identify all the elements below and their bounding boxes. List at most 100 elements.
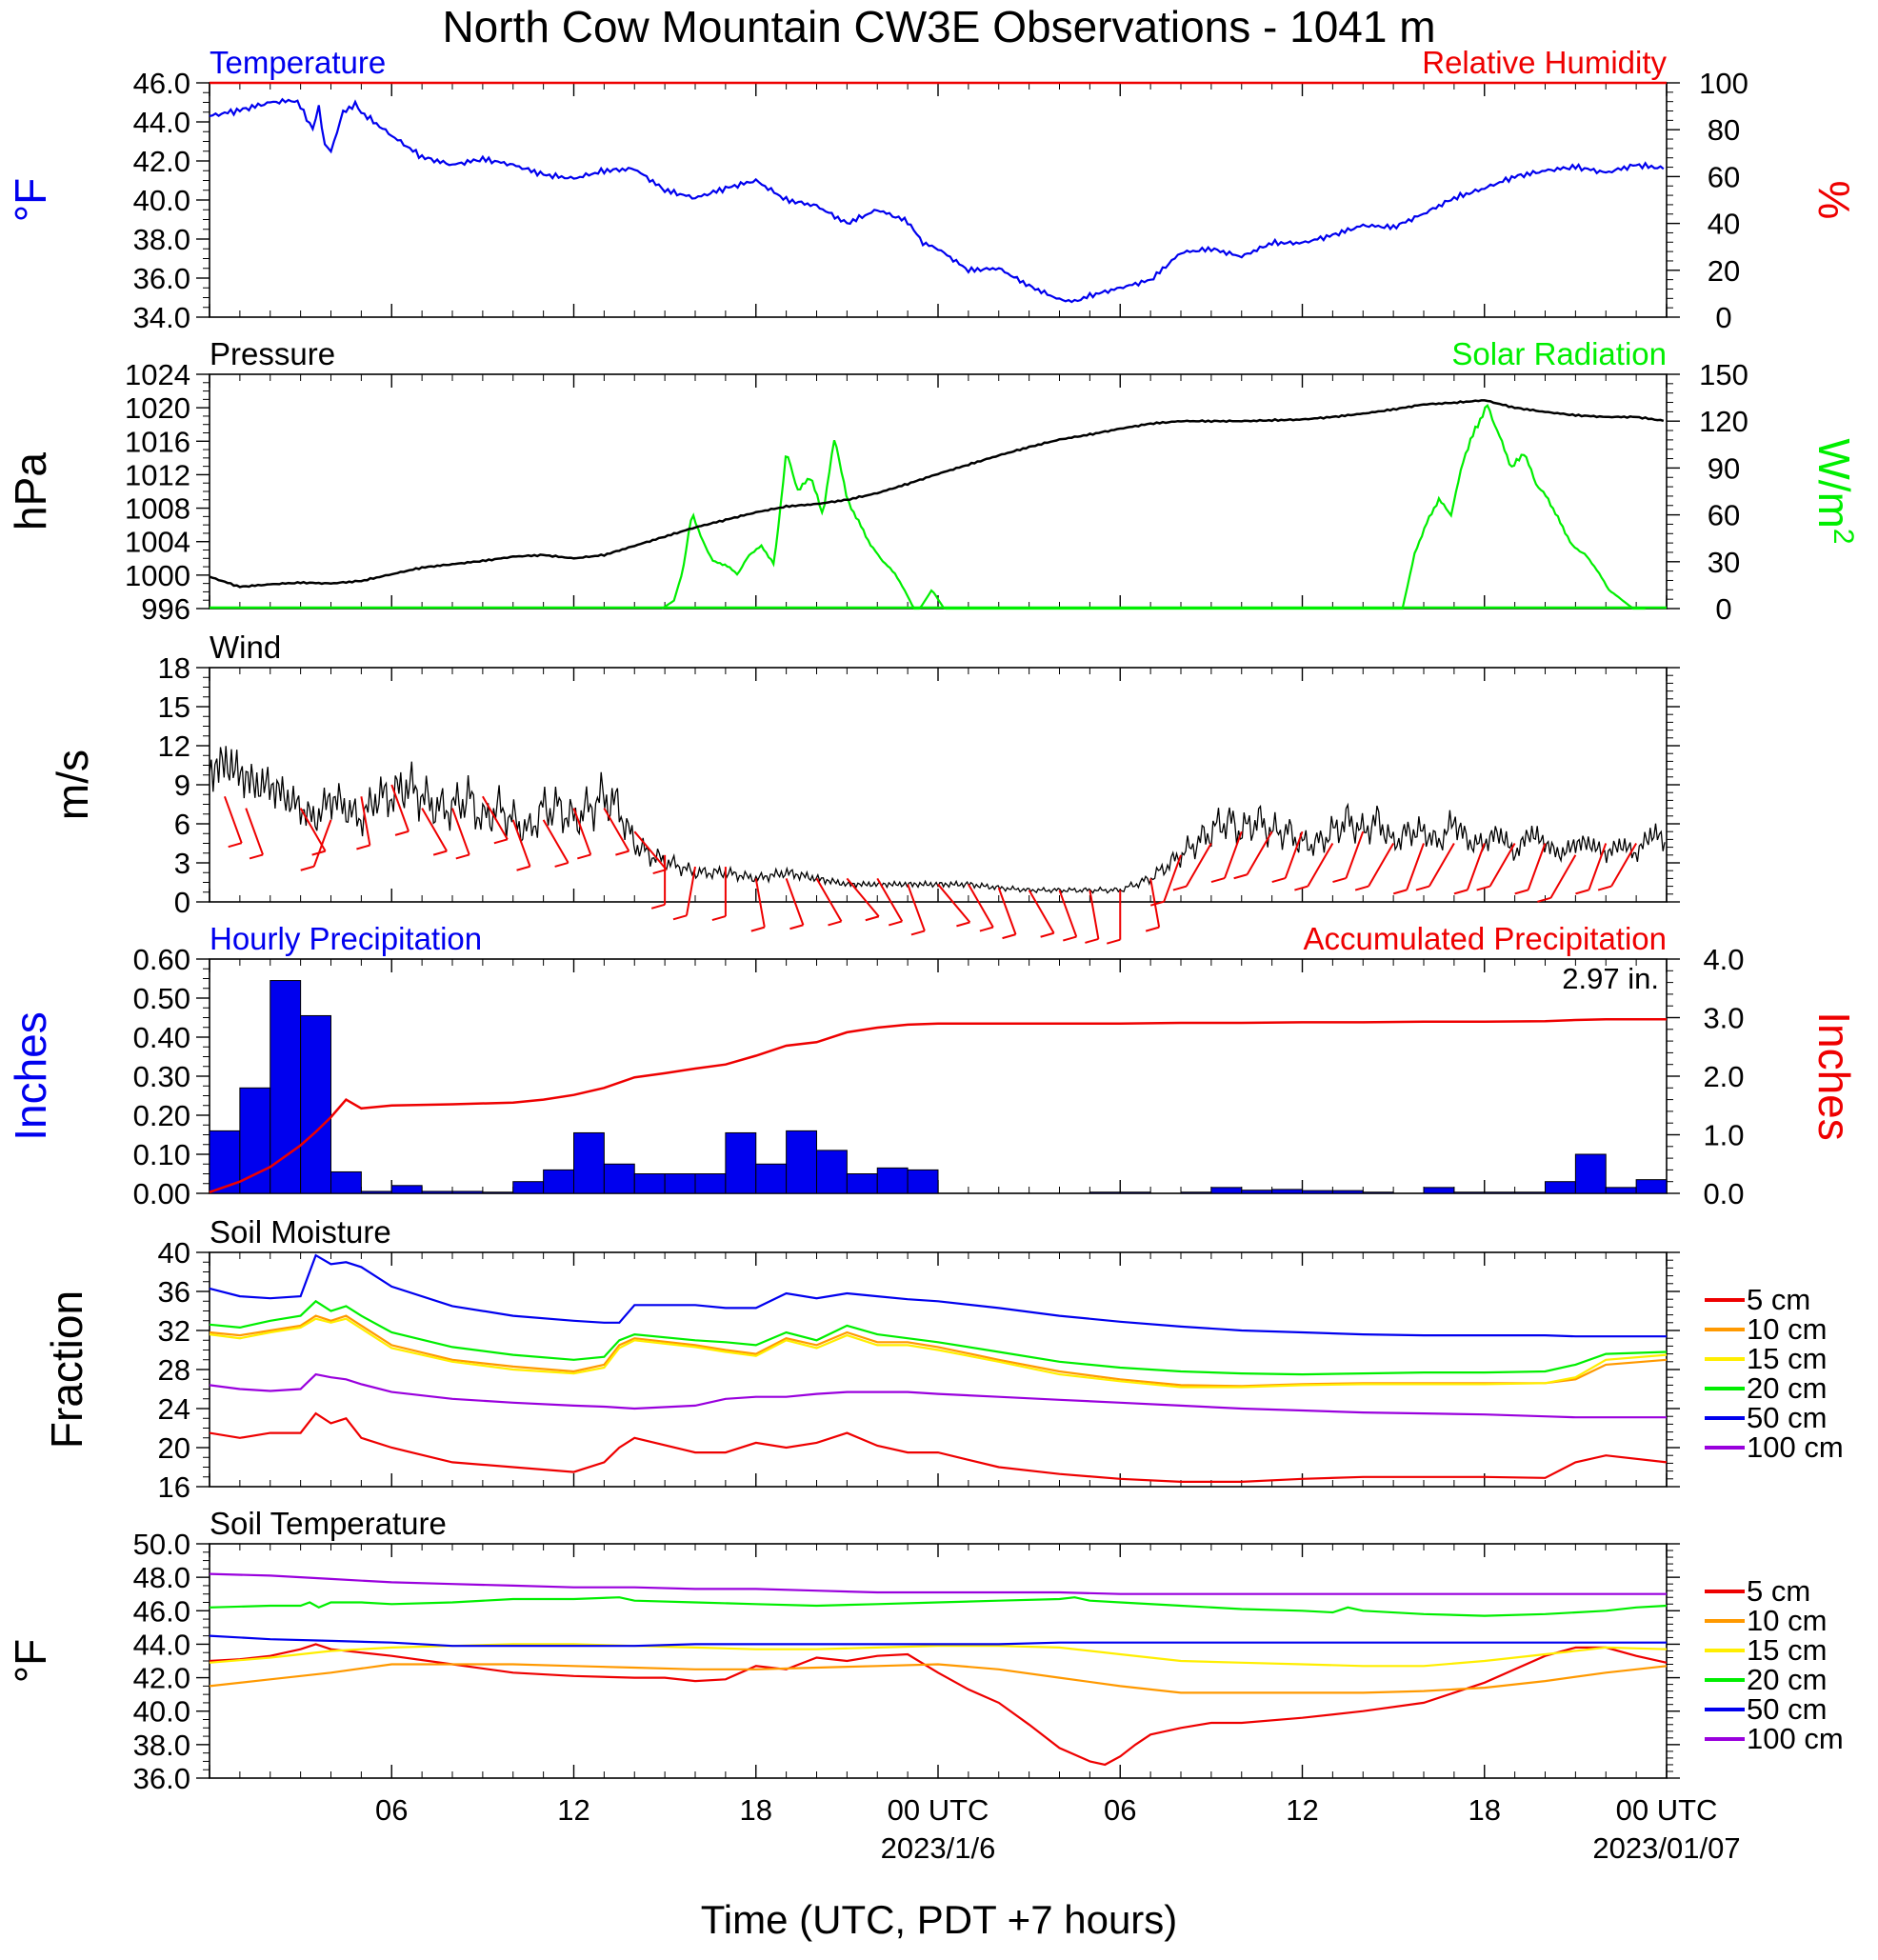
series-solar xyxy=(661,404,1646,610)
x-tick-label: 12 xyxy=(1286,1793,1318,1827)
wind-barb-flag xyxy=(1354,885,1369,891)
y2-tick-label: 80 xyxy=(1708,113,1740,147)
y-tick-label: 38.0 xyxy=(133,223,190,256)
wind-barb xyxy=(482,795,509,840)
y-tick-label: 20 xyxy=(158,1431,190,1465)
y2-tick-label: 20 xyxy=(1708,254,1740,288)
x-axis-label: Time (UTC, PDT +7 hours) xyxy=(701,1897,1178,1942)
precip-bar xyxy=(1271,1189,1303,1194)
wind-barb xyxy=(846,877,880,917)
y-tick-label: 40.0 xyxy=(133,184,190,217)
y-tick-label: 9 xyxy=(174,769,190,802)
wind-barb xyxy=(1588,843,1608,890)
wind-barb xyxy=(1163,854,1182,903)
precip-bar xyxy=(1331,1190,1364,1194)
wind-barb xyxy=(1345,830,1365,879)
precip-bar xyxy=(755,1163,788,1194)
wind-barb-flag xyxy=(1145,926,1160,932)
wind-barb-flag xyxy=(300,865,314,871)
y-tick-label: 36.0 xyxy=(133,1762,190,1795)
wind-barb-flag xyxy=(1063,935,1077,942)
wind-barb-flag xyxy=(1476,885,1490,891)
legend-label: 100 cm xyxy=(1747,1722,1844,1755)
wind-barb-flag xyxy=(711,915,727,922)
wind-barb xyxy=(754,878,766,928)
series-soil-moisture xyxy=(209,1299,1668,1376)
y-tick-label: 36.0 xyxy=(133,262,190,295)
panel-title-humidity: Relative Humidity xyxy=(1422,45,1667,80)
precip-bar xyxy=(876,1167,909,1194)
wind-barb-flag xyxy=(1575,889,1589,895)
y-label-solar: W/m2 xyxy=(1809,438,1859,544)
panel-title-soil-temperature: Soil Temperature xyxy=(210,1506,447,1541)
legend-label: 5 cm xyxy=(1747,1283,1810,1316)
legend-label: 10 cm xyxy=(1747,1604,1827,1637)
precip-bar xyxy=(816,1150,848,1194)
wind-barb-flag xyxy=(394,830,410,836)
chart-title: North Cow Mountain CW3E Observations - 1… xyxy=(442,2,1435,51)
wind-barb-flag xyxy=(1294,885,1309,891)
precip-total-annotation: 2.97 in. xyxy=(1562,962,1659,995)
legend-label: 50 cm xyxy=(1747,1692,1827,1726)
y-tick-label: 34.0 xyxy=(133,301,190,334)
wind-barb-flag xyxy=(356,844,370,850)
precip-bar xyxy=(1362,1191,1394,1194)
y-tick-label: 1016 xyxy=(125,425,190,458)
y-tick-label: 36 xyxy=(158,1275,190,1309)
wind-barb xyxy=(572,808,592,855)
y-tick-label: 0.60 xyxy=(133,943,190,976)
panel-title-soil-moisture: Soil Moisture xyxy=(210,1214,391,1250)
x-tick-label: 06 xyxy=(375,1793,408,1827)
wind-barb-flag xyxy=(1040,931,1054,938)
wind-barb-flag xyxy=(1537,896,1551,903)
y-tick-label: 40.0 xyxy=(133,1695,190,1729)
panel-title-accum-precip: Accumulated Precipitation xyxy=(1303,921,1667,956)
precip-bar xyxy=(1423,1187,1455,1194)
y2-tick-label: 2.0 xyxy=(1703,1060,1744,1093)
wind-barb-flag xyxy=(228,842,242,849)
wind-barb-flag xyxy=(1514,889,1528,895)
y-tick-label: 0.40 xyxy=(133,1021,190,1054)
wind-barb xyxy=(1527,843,1547,890)
y-label-humidity: % xyxy=(1809,181,1859,220)
wind-barb-flag xyxy=(1085,937,1099,944)
y-tick-label: 1008 xyxy=(125,492,190,526)
wind-barb xyxy=(451,808,470,855)
y-tick-label: 0.00 xyxy=(133,1177,190,1210)
wind-barb xyxy=(1028,890,1055,934)
wind-barb-flag xyxy=(1106,938,1121,945)
precip-bar xyxy=(1453,1191,1486,1194)
y-tick-label: 1004 xyxy=(125,526,190,559)
y2-tick-label: 0.0 xyxy=(1703,1177,1744,1210)
precip-bar xyxy=(664,1173,696,1194)
precip-bar xyxy=(330,1170,362,1194)
y-tick-label: 996 xyxy=(141,592,190,626)
legend-label: 15 cm xyxy=(1747,1633,1827,1667)
precip-bar xyxy=(1545,1181,1576,1194)
wind-barb-flag xyxy=(577,853,591,860)
precip-bar xyxy=(270,980,302,1194)
wind-barb xyxy=(968,884,994,929)
y-tick-label: 46.0 xyxy=(133,67,190,100)
series-wind xyxy=(209,746,1666,894)
y-tick-label: 48.0 xyxy=(133,1561,190,1594)
x-tick-label: 12 xyxy=(557,1793,589,1827)
y-tick-label: 1020 xyxy=(125,391,190,425)
panel-frame-1 xyxy=(209,373,1668,610)
y2-tick-label: 100 xyxy=(1699,67,1748,100)
precip-bar xyxy=(573,1131,605,1194)
series-soil-temperature xyxy=(209,1643,1668,1767)
wind-barb-flag xyxy=(750,926,766,932)
precip-bar xyxy=(421,1190,453,1194)
y2-tick-label: 0 xyxy=(1715,592,1731,626)
y2-tick-label: 0 xyxy=(1715,301,1731,334)
wind-barb xyxy=(312,819,332,868)
y2-tick-label: 3.0 xyxy=(1703,1002,1744,1035)
legend-label: 20 cm xyxy=(1747,1371,1827,1405)
y-tick-label: 44.0 xyxy=(133,1628,190,1661)
wind-barb-flag xyxy=(432,850,448,856)
y-tick-label: 1000 xyxy=(125,559,190,592)
precip-bar xyxy=(239,1087,271,1194)
